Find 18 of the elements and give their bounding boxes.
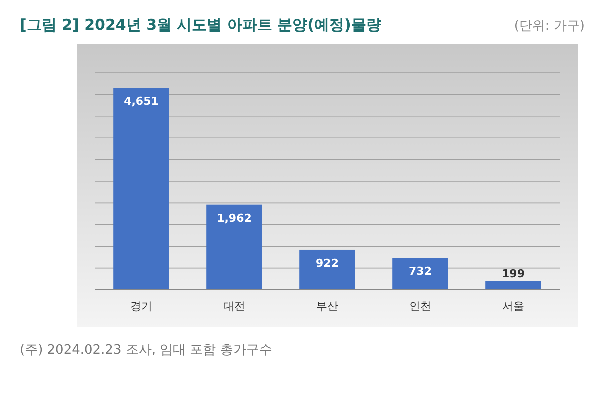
x-tick-label: 서울 — [502, 300, 524, 313]
x-tick-label: 부산 — [316, 300, 338, 313]
bar — [206, 204, 262, 290]
bar — [114, 88, 170, 290]
x-tick-label: 인천 — [410, 300, 432, 313]
chart-subtitle: (단위: 가구) — [514, 19, 585, 34]
data-label: 922 — [316, 256, 339, 270]
data-label: 1,962 — [217, 212, 252, 225]
x-tick-label: 경기 — [130, 300, 152, 313]
bar — [300, 250, 356, 290]
x-tick-label: 대전 — [224, 300, 246, 313]
bar — [392, 258, 448, 290]
data-label: 732 — [409, 265, 432, 278]
chart-title: [그림 2] 2024년 3월 시도별 아파트 분양(예정)물량 — [20, 16, 382, 34]
bar — [486, 281, 542, 290]
data-label: 199 — [502, 267, 525, 280]
text: (주) 2024.02.23 조사, 임대 포함 총가구수 — [20, 343, 272, 358]
data-label: 4,651 — [124, 95, 159, 108]
